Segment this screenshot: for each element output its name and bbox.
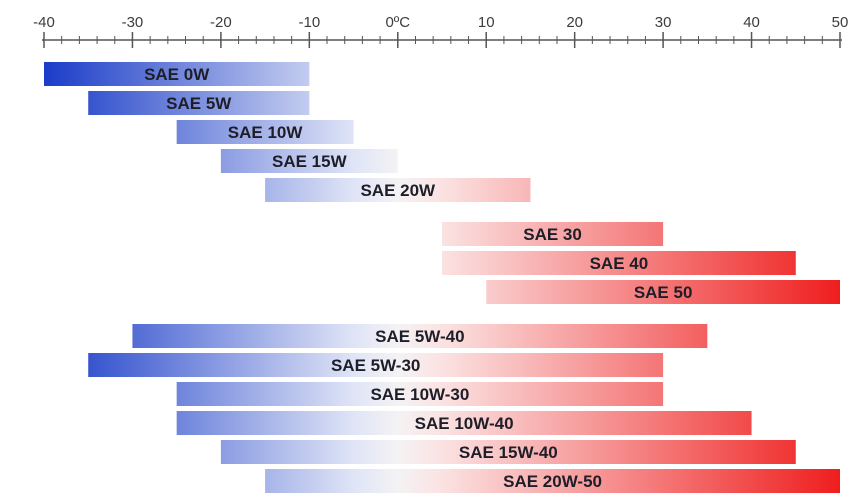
- range-bar-group: SAE 5W: [88, 91, 310, 115]
- range-bar: [265, 469, 841, 493]
- range-bar: [176, 411, 752, 435]
- bar-label: SAE 5W-30: [331, 356, 420, 375]
- bar-label: SAE 30: [523, 225, 582, 244]
- range-bar-group: SAE 10W-30: [176, 382, 664, 406]
- x-tick-label: 0ºC: [385, 14, 410, 31]
- x-tick-label: -30: [122, 14, 144, 31]
- x-tick-label: 40: [743, 14, 760, 31]
- range-bar: [176, 120, 354, 144]
- range-bar-group: SAE 0W: [44, 62, 310, 86]
- range-bar: [220, 440, 796, 464]
- bar-label: SAE 10W: [228, 123, 304, 142]
- bar-label: SAE 40: [590, 254, 649, 273]
- range-bar: [265, 178, 531, 202]
- range-bar-group: SAE 10W: [176, 120, 354, 144]
- bar-label: SAE 15W: [272, 152, 348, 171]
- range-bar: [88, 91, 310, 115]
- range-bar-group: SAE 10W-40: [176, 411, 752, 435]
- x-tick-label: -40: [33, 14, 55, 31]
- range-bar-group: SAE 15W-40: [220, 440, 796, 464]
- range-bar: [442, 251, 796, 275]
- x-tick-label: 10: [478, 14, 495, 31]
- range-bar: [132, 324, 708, 348]
- range-bar-group: SAE 40: [442, 251, 796, 275]
- range-bar-group: SAE 30: [442, 222, 664, 246]
- bar-label: SAE 10W-30: [370, 385, 469, 404]
- x-tick-label: 30: [655, 14, 672, 31]
- bar-label: SAE 15W-40: [459, 443, 558, 462]
- x-tick-label: 20: [566, 14, 583, 31]
- range-bar: [44, 62, 310, 86]
- bar-label: SAE 20W: [360, 181, 436, 200]
- range-bar-group: SAE 5W-30: [88, 353, 664, 377]
- range-bar: [176, 382, 664, 406]
- range-bar-group: SAE 15W: [220, 149, 398, 173]
- bar-label: SAE 50: [634, 283, 693, 302]
- bar-label: SAE 0W: [144, 65, 210, 84]
- x-axis: -40 -30 -20 -10 0ºC 10 20 30 40 50: [33, 14, 848, 48]
- range-bar-group: SAE 20W: [265, 178, 531, 202]
- bar-label: SAE 5W-40: [375, 327, 464, 346]
- x-tick-label: -10: [298, 14, 320, 31]
- range-bar: [88, 353, 664, 377]
- range-bar-group: SAE 50: [486, 280, 840, 304]
- range-bar: [220, 149, 398, 173]
- range-bar: [486, 280, 840, 304]
- bar-label: SAE 10W-40: [415, 414, 514, 433]
- x-tick-label: -20: [210, 14, 232, 31]
- bar-label: SAE 5W: [166, 94, 232, 113]
- bars: SAE 0W SAE 5W SAE 10W SAE 15W SAE 20W SAE 30 S…: [44, 62, 841, 493]
- range-bar: [442, 222, 664, 246]
- range-bar-group: SAE 20W-50: [265, 469, 841, 493]
- range-bar-group: SAE 5W-40: [132, 324, 708, 348]
- bar-label: SAE 20W-50: [503, 472, 602, 491]
- x-tick-label: 50: [832, 14, 849, 31]
